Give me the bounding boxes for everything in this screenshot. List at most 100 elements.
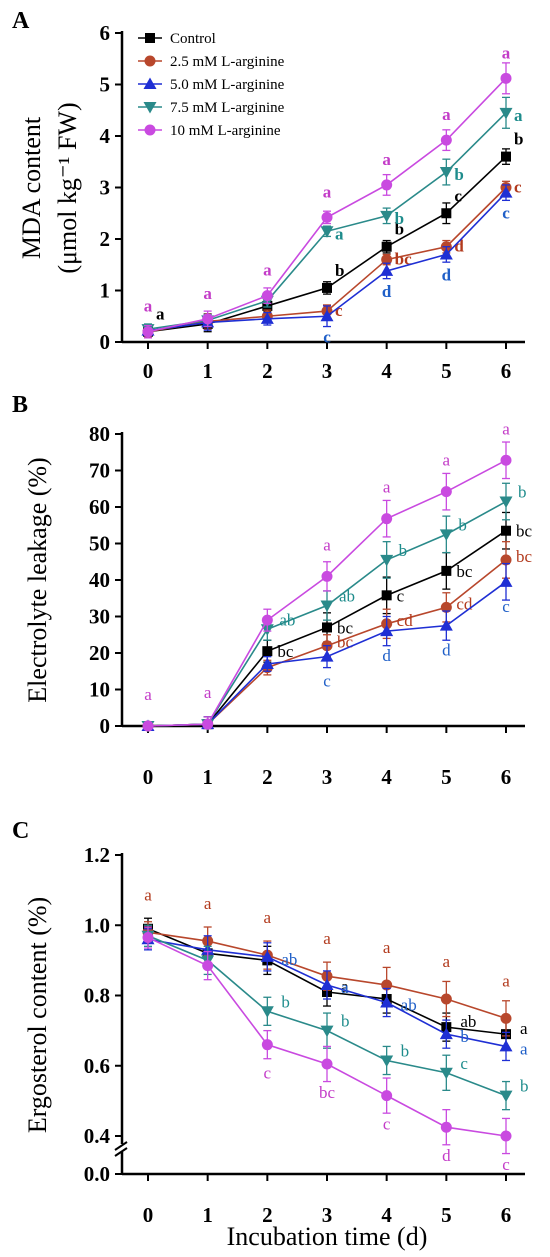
significance-label: a (442, 105, 451, 124)
significance-label: a (383, 938, 391, 957)
significance-label: b (395, 220, 404, 239)
data-point (499, 186, 513, 198)
legend-label: 2.5 mM L-arginine (170, 54, 285, 70)
y-tick-label: 5 (100, 73, 111, 97)
panel-C: C 0.0 0.4 0.6 0.8 1.0 1.2 0 1 2 3 4 5 6 Ergosterol con… (12, 818, 529, 1227)
y-axis-title: Ergosterol content (%) (23, 897, 52, 1133)
significance-label: a (144, 297, 153, 316)
y-tick-label: 0.4 (84, 1124, 111, 1148)
data-point (439, 1067, 453, 1080)
x-tick-label: 5 (441, 359, 452, 383)
data-point (260, 657, 274, 669)
significance-label: c (502, 204, 510, 223)
significance-label: b (458, 515, 467, 534)
x-tick-label: 4 (381, 1203, 392, 1227)
data-point (381, 590, 392, 601)
y-tick-label: 0.6 (84, 1054, 110, 1078)
significance-label: bc (516, 522, 533, 541)
significance-label: a (264, 908, 272, 927)
y-tick-label: 0 (100, 330, 111, 354)
data-point (320, 226, 334, 238)
axis-break-mark (114, 1141, 128, 1151)
data-point (380, 264, 394, 276)
significance-label: b (341, 1012, 350, 1031)
data-point (322, 282, 332, 293)
data-point (202, 960, 214, 972)
y-tick-label: 1.2 (84, 843, 110, 867)
significance-label: bc (337, 618, 354, 637)
significance-label: bc (395, 250, 412, 269)
significance-label: bc (277, 642, 294, 661)
data-point (440, 993, 452, 1005)
significance-label: c (383, 1115, 391, 1134)
x-tick-label: 5 (441, 765, 452, 789)
y-tick-label: 50 (89, 532, 110, 556)
data-point (499, 496, 513, 509)
y-tick-label: 70 (89, 459, 110, 483)
x-tick-label: 4 (381, 359, 392, 383)
data-point (321, 570, 333, 582)
y-tick-label: 0.0 (84, 1162, 110, 1186)
data-point (381, 179, 393, 191)
significance-label: b (281, 992, 290, 1011)
data-point (439, 247, 453, 260)
significance-label: c (454, 186, 462, 205)
significance-label: a (323, 182, 332, 201)
significance-label: ab (339, 587, 355, 606)
significance-label: ab (279, 610, 295, 629)
significance-label: b (399, 541, 408, 560)
data-point (500, 454, 512, 466)
data-point (499, 1090, 513, 1103)
significance-label: a (383, 478, 391, 497)
significance-label: d (382, 646, 391, 665)
data-point (500, 1012, 512, 1024)
x-axis-title: Incubation time (d) (227, 1222, 428, 1251)
significance-label: a (204, 894, 212, 913)
y-tick-label: 10 (89, 678, 110, 702)
y-tick-label: 30 (89, 605, 110, 629)
data-point (262, 646, 273, 657)
y-axis-title: MDA content (17, 116, 46, 259)
x-tick-label: 6 (501, 1203, 512, 1227)
x-tick-label: 3 (322, 1203, 333, 1227)
significance-label: b (454, 165, 463, 184)
significance-label: a (502, 43, 511, 62)
x-tick-label: 3 (322, 765, 333, 789)
significance-label: c (397, 586, 405, 605)
significance-label: b (395, 209, 404, 228)
significance-label: a (443, 952, 451, 971)
x-tick-label: 1 (202, 765, 213, 789)
data-point (499, 107, 513, 120)
legend-label: 10 mM L-arginine (170, 123, 281, 139)
x-tick-label: 0 (143, 765, 154, 789)
significance-label: d (454, 237, 464, 256)
data-point (440, 601, 452, 613)
significance-label: b (335, 261, 344, 280)
data-point (380, 210, 394, 223)
y-tick-label: 2 (100, 227, 111, 251)
significance-label: c (264, 1064, 272, 1083)
data-point (142, 932, 154, 944)
significance-label: b (520, 1077, 529, 1096)
significance-label: a (341, 978, 349, 997)
legend-label: 5.0 mM L-arginine (170, 77, 285, 93)
significance-label: b (460, 1027, 469, 1046)
data-point (320, 650, 334, 662)
significance-label: a (144, 685, 152, 704)
significance-label: ab (401, 996, 417, 1015)
y-tick-label: 1 (100, 279, 111, 303)
significance-label: cd (397, 611, 414, 630)
data-point (501, 525, 511, 536)
y-axis-title-units: (μmol kg⁻¹ FW) (53, 102, 82, 273)
panel-letter-C: C (12, 818, 29, 844)
significance-label: d (442, 1146, 451, 1165)
legend-marker (143, 77, 157, 89)
significance-label: a (203, 284, 212, 303)
series-4: a a a a a a (142, 419, 512, 732)
data-point (322, 622, 332, 633)
significance-label: cd (456, 594, 473, 613)
